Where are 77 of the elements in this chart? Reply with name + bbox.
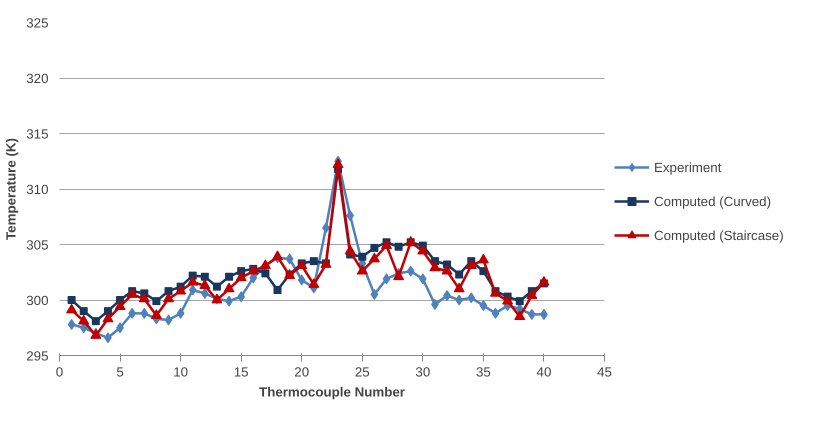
- point: [406, 266, 415, 277]
- point: [68, 296, 76, 304]
- point: [467, 292, 476, 304]
- point: [224, 282, 235, 292]
- x-tick-label: 35: [476, 364, 491, 380]
- x-tick-label: 15: [234, 364, 249, 380]
- x-tick-label: 10: [173, 364, 188, 380]
- point: [200, 272, 209, 281]
- y-tick-label: 295: [26, 348, 49, 364]
- point: [187, 276, 198, 286]
- point: [80, 307, 88, 316]
- x-tick-label: 40: [536, 364, 552, 380]
- point: [66, 304, 78, 314]
- legend-label: Computed (Curved): [654, 194, 772, 208]
- point: [370, 244, 378, 252]
- point: [261, 269, 270, 278]
- point: [442, 264, 453, 275]
- point: [478, 254, 489, 264]
- point: [466, 259, 477, 269]
- point: [308, 278, 320, 288]
- point: [514, 310, 526, 320]
- x-tick-label: 25: [354, 364, 370, 380]
- point: [344, 244, 356, 255]
- point: [356, 264, 368, 275]
- point: [538, 276, 550, 286]
- point: [429, 262, 440, 272]
- point: [368, 252, 380, 262]
- x-tick-label: 20: [294, 364, 310, 380]
- point: [332, 158, 344, 168]
- point: [417, 244, 428, 255]
- x-axis-title: Thermocouple Number: [259, 384, 405, 400]
- y-axis-title: Temperature (K): [3, 138, 18, 240]
- point: [138, 292, 150, 302]
- point: [163, 292, 174, 302]
- y-tick-label: 300: [26, 293, 49, 308]
- point: [358, 252, 366, 261]
- point: [454, 282, 465, 292]
- x-tick-label: 45: [597, 364, 612, 380]
- point: [102, 312, 114, 322]
- point: [393, 270, 404, 280]
- y-tick-label: 325: [26, 16, 49, 30]
- point: [114, 300, 126, 310]
- y-tick-label: 310: [26, 182, 49, 197]
- legend-label: Computed (Staircase): [654, 228, 784, 242]
- point: [455, 270, 464, 278]
- point: [516, 297, 524, 306]
- point: [502, 294, 514, 304]
- x-tick-label: 0: [56, 364, 64, 380]
- point: [152, 297, 160, 306]
- point: [92, 317, 100, 326]
- y-tick-label: 305: [26, 238, 49, 252]
- y-tick-label: 320: [26, 71, 49, 86]
- point: [78, 314, 90, 324]
- point: [298, 274, 306, 286]
- x-tick-label: 30: [415, 364, 430, 380]
- point: [260, 259, 271, 269]
- x-tick-label: 5: [116, 364, 124, 380]
- point: [212, 282, 221, 291]
- point: [188, 284, 197, 296]
- point: [236, 272, 247, 282]
- point: [150, 309, 162, 319]
- point: [394, 242, 403, 251]
- point: [526, 289, 538, 299]
- legend-label: Experiment: [654, 160, 722, 174]
- point: [126, 288, 138, 298]
- point: [175, 284, 186, 295]
- point: [274, 286, 282, 294]
- y-tick-label: 315: [26, 126, 49, 142]
- point: [455, 294, 463, 306]
- point: [381, 239, 392, 249]
- point: [199, 279, 210, 289]
- point: [104, 307, 112, 316]
- point: [140, 308, 148, 319]
- point: [272, 250, 283, 260]
- point: [164, 287, 172, 296]
- point: [310, 257, 318, 266]
- point: [225, 272, 234, 281]
